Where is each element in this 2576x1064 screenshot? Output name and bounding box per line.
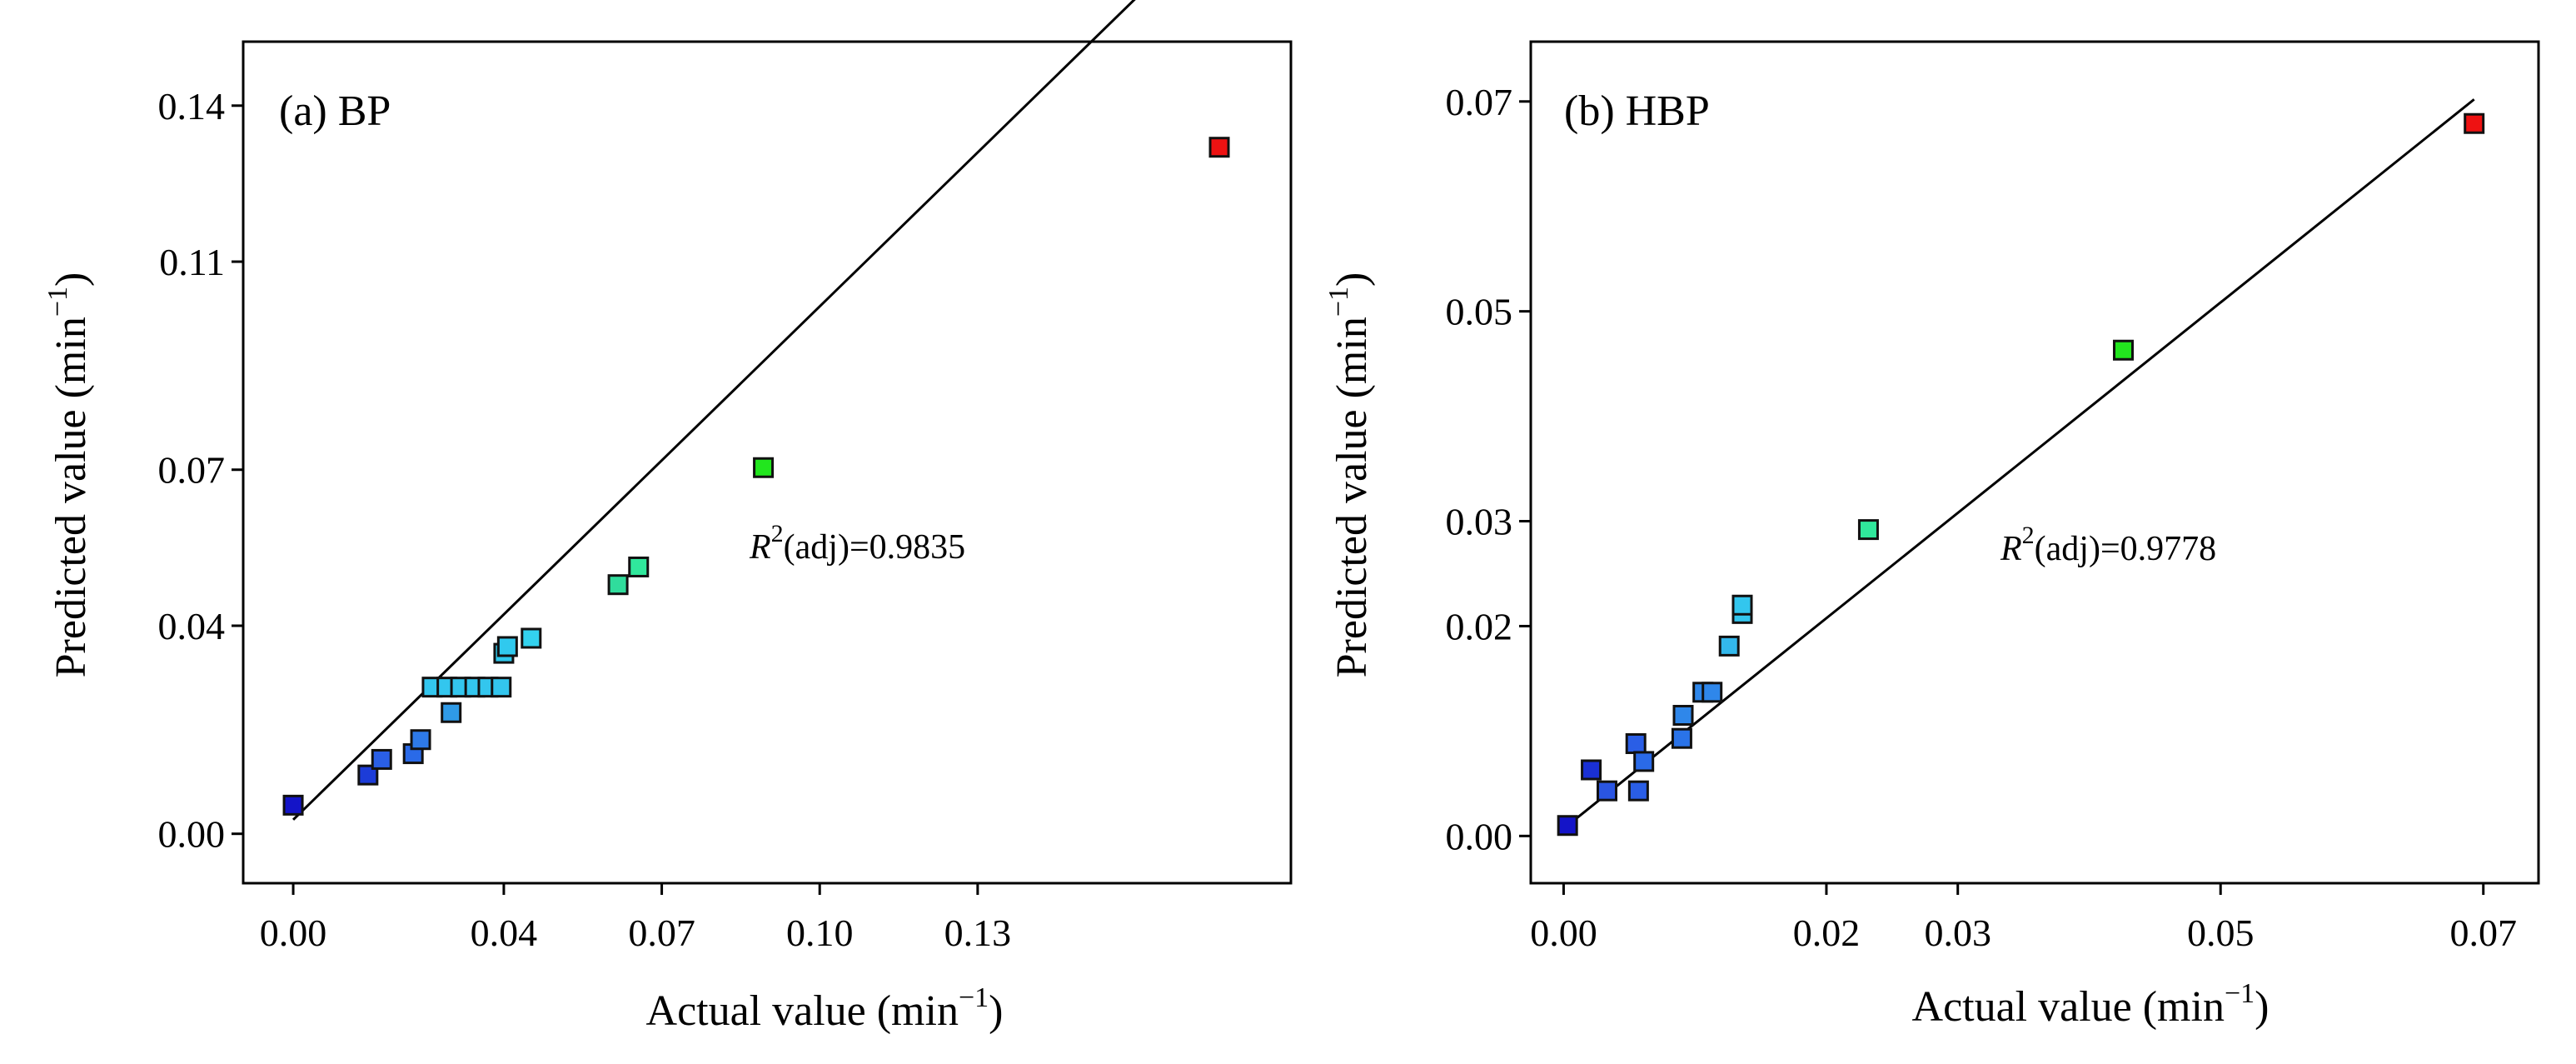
data-point-bp xyxy=(441,702,462,723)
panel-hbp: (b) HBP R2(adj)=0.9778 Actual value (min… xyxy=(1323,40,2540,1031)
x-axis-title-bp: Actual value (min−1) xyxy=(646,982,1004,1035)
x-axis-title-superscript: −1 xyxy=(2225,978,2255,1009)
y-tick-label-bp: 0.04 xyxy=(158,605,226,647)
y-tick-label-hbp: 0.05 xyxy=(1446,291,1513,333)
y-tick-label-hbp: 0.07 xyxy=(1446,81,1513,123)
x-axis-title-superscript: −1 xyxy=(959,982,989,1013)
x-tick-label-bp: 0.04 xyxy=(471,912,538,954)
r2-value: (adj)=0.9835 xyxy=(784,528,965,567)
y-axis-title-bp: Predicted value (min−1) xyxy=(42,272,95,678)
y-tick-label-hbp: 0.03 xyxy=(1446,501,1513,543)
x-axis-title-text: Actual value (min xyxy=(646,987,959,1035)
data-point-hbp xyxy=(1672,705,1694,727)
data-point-bp xyxy=(521,627,542,649)
ticks-bp: 0.00 0.04 0.07 0.10 0.13 0.00 0.04 0.07 0.11 0.14 xyxy=(158,85,1012,954)
data-point-hbp xyxy=(1731,594,1753,616)
panel-bp: (a) BP R2(adj)=0.9835 Actual value (min−… xyxy=(42,0,1293,1035)
y-axis-title-suffix: ) xyxy=(47,272,95,287)
data-point-bp xyxy=(628,556,650,577)
r2-superscript: 2 xyxy=(771,520,784,547)
r2-superscript: 2 xyxy=(2022,522,2035,549)
markers-bp xyxy=(282,137,1230,816)
y-tick-label-hbp: 0.02 xyxy=(1446,605,1513,647)
data-point-bp xyxy=(496,636,518,657)
data-point-bp xyxy=(410,729,431,751)
y-axis-title-superscript: −1 xyxy=(42,287,73,317)
fit-line-bp xyxy=(292,0,1136,821)
x-tick-label-bp: 0.07 xyxy=(628,912,695,954)
x-tick-label-hbp: 0.02 xyxy=(1793,912,1861,954)
fit-line-hbp xyxy=(1562,98,2475,830)
fit-bp xyxy=(292,0,1136,821)
y-axis-title-hbp: Predicted value (min−1) xyxy=(1323,272,1376,678)
y-tick-label-bp: 0.14 xyxy=(158,85,226,127)
x-tick-label-bp: 0.00 xyxy=(260,912,327,954)
fit-hbp xyxy=(1562,98,2475,830)
x-axis-title-hbp: Actual value (min−1) xyxy=(1912,978,2270,1031)
y-axis-title-text: Predicted value (min xyxy=(47,317,95,677)
data-point-hbp xyxy=(1627,780,1649,802)
markers-hbp xyxy=(1557,112,2485,837)
x-tick-label-hbp: 0.03 xyxy=(1924,912,1991,954)
data-point-hbp xyxy=(1596,780,1617,802)
x-tick-label-hbp: 0.00 xyxy=(1530,912,1597,954)
y-axis-title-superscript: −1 xyxy=(1323,287,1354,317)
panel-title-hbp: (b) HBP xyxy=(1564,87,1710,135)
r2-annotation-hbp: R2(adj)=0.9778 xyxy=(2000,522,2216,568)
data-point-hbp xyxy=(1557,815,1578,837)
data-point-bp xyxy=(371,748,392,770)
data-point-bp xyxy=(282,794,304,816)
data-point-bp xyxy=(753,457,775,478)
data-point-hbp xyxy=(1633,751,1655,772)
x-tick-label-hbp: 0.05 xyxy=(2187,912,2255,954)
data-point-hbp xyxy=(1718,635,1740,657)
data-point-hbp xyxy=(1702,682,1723,703)
r2-annotation-bp: R2(adj)=0.9835 xyxy=(749,520,965,567)
r2-symbol: R xyxy=(749,528,771,567)
data-point-hbp xyxy=(2112,339,2134,361)
data-point-bp xyxy=(357,764,379,786)
data-point-hbp xyxy=(2464,112,2485,134)
data-point-hbp xyxy=(1857,519,1879,541)
y-axis-title-text: Predicted value (min xyxy=(1328,317,1376,677)
plot-frame-bp xyxy=(242,40,1293,885)
ticks-hbp: 0.00 0.02 0.03 0.05 0.07 0.00 0.02 0.03 0.05 0.07 xyxy=(1446,81,2517,954)
x-axis-title-suffix: ) xyxy=(989,987,1003,1035)
x-axis-title-text: Actual value (min xyxy=(1912,983,2225,1031)
data-point-hbp xyxy=(1625,733,1647,755)
y-tick-label-bp: 0.07 xyxy=(158,449,226,492)
y-tick-label-bp: 0.11 xyxy=(159,241,225,283)
x-axis-title-suffix: ) xyxy=(2255,983,2269,1031)
r2-value: (adj)=0.9778 xyxy=(2035,530,2216,568)
x-tick-label-bp: 0.13 xyxy=(944,912,1012,954)
panel-title-bp: (a) BP xyxy=(279,87,391,135)
data-point-bp xyxy=(607,574,629,596)
y-tick-label-hbp: 0.00 xyxy=(1446,815,1513,857)
data-point-hbp xyxy=(1581,759,1602,781)
y-axis-title-suffix: ) xyxy=(1328,272,1376,287)
x-tick-label-hbp: 0.07 xyxy=(2449,912,2517,954)
plot-frame-hbp xyxy=(1529,40,2540,885)
data-point-bp xyxy=(1208,137,1230,158)
y-tick-label-bp: 0.00 xyxy=(158,813,226,856)
data-point-bp xyxy=(491,677,512,698)
data-point-hbp xyxy=(1671,727,1692,749)
x-tick-label-bp: 0.10 xyxy=(786,912,854,954)
r2-symbol: R xyxy=(2000,530,2022,568)
